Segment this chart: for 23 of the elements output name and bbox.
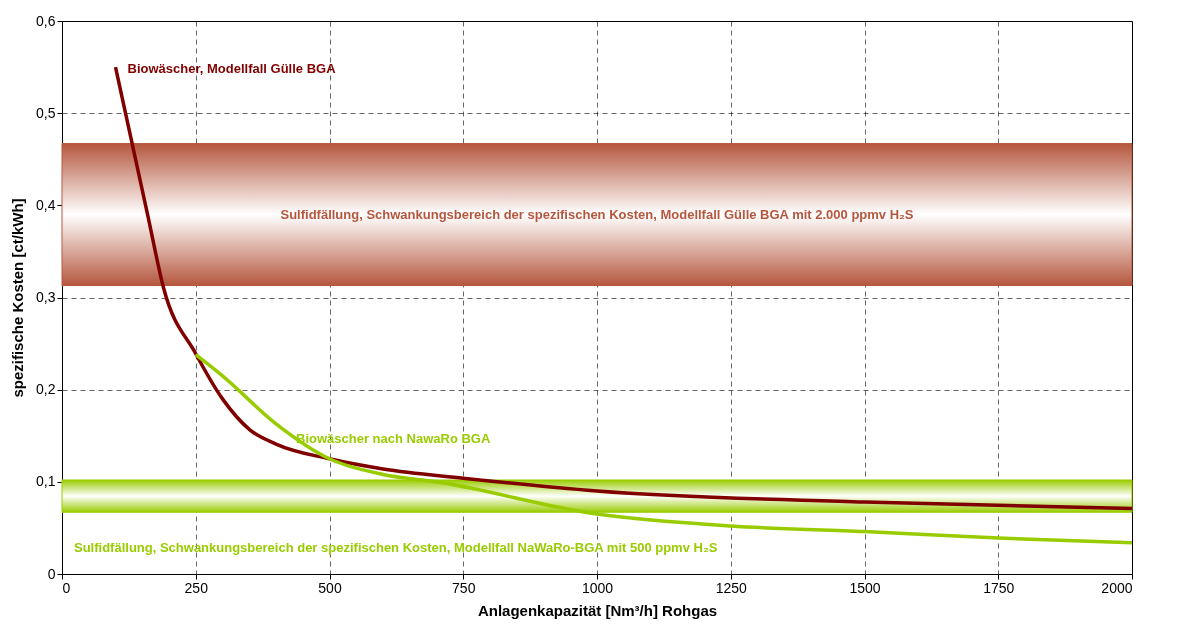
line-series [113,65,1134,511]
y-tick-label: 0,3 [36,289,56,305]
y-tick-label: 0,6 [36,12,56,29]
series-label: Biowäscher, Modellfall Gülle BGA [127,61,337,77]
series-label: Biowäscher nach NawaRo BGA [296,430,491,446]
y-tick-label: 0,2 [36,381,56,398]
x-tick-label: 2000 [1101,579,1133,596]
band-label: Sulfidfällung, Schwankungsbereich der spezifischen Kosten, Modellfall Gülle BGA mit 2.000 ppmv H₂S [280,206,914,222]
band-label: Sulfidfällung, Schwankungsbereich der spezifischen Kosten, Modellfall NaWaRo-BGA mit 500 ppmv H₂S [74,540,718,556]
x-tick-label: 0 [62,579,71,596]
x-tick-label: 1250 [715,579,748,596]
x-tick-label: 500 [318,579,342,596]
y-tick-label: 0,4 [36,196,56,213]
x-tick-label: 1000 [581,579,614,596]
y-tick-label: 0,1 [36,473,56,490]
x-tick-label: 750 [452,579,476,596]
x-tick-label: 1500 [849,579,881,596]
y-axis-title: spezifische Kosten [ct/kWh] [9,198,27,398]
y-tick-label: 0 [47,565,56,582]
x-tick-label: 1750 [983,579,1015,596]
y-tick-label: 0,5 [36,104,56,121]
x-tick-label: 250 [184,579,209,596]
x-axis-title: Anlagenkapazität [Nm³/h] Rohgas [477,601,718,619]
